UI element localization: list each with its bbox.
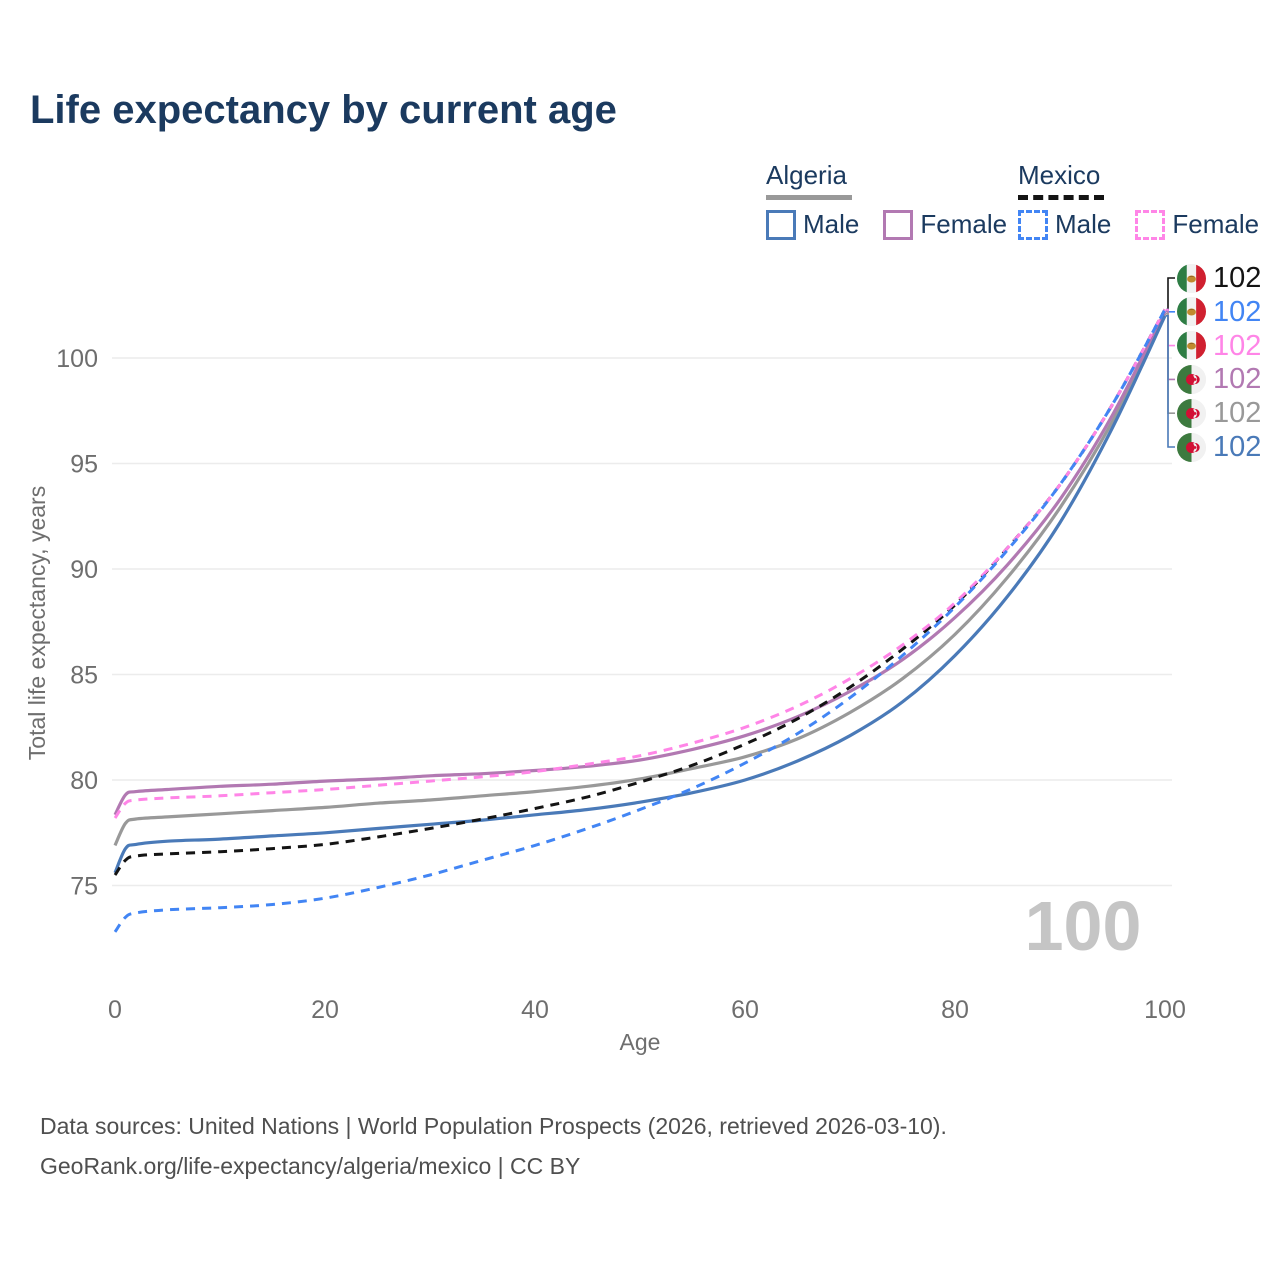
end-label-connector [1166,315,1175,448]
series-line-mexico-both [113,308,1167,876]
mexico-male-swatch-icon [1018,209,1048,240]
y-axis-title: Total life expectancy, years [24,486,50,760]
y-tick-label: 90 [70,556,98,584]
chart-title: Life expectancy by current age [30,88,617,132]
legend-label: Female [1172,209,1260,239]
y-tick-label: 85 [70,662,98,690]
algeria-male-swatch-icon [766,209,796,240]
attribution-line: GeoRank.org/life-expectancy/algeria/mexi… [40,1153,581,1179]
series-line-mexico-female [113,308,1167,819]
legend-country-mexico: Mexico [1018,160,1101,190]
legend-item-mexico-male[interactable]: Male [1018,209,1111,240]
y-tick-label: 100 [56,345,98,373]
x-tick-label: 20 [311,996,339,1024]
data-sources-line: Data sources: United Nations | World Pop… [40,1113,947,1139]
legend-item-algeria-female[interactable]: Female [883,209,1007,240]
x-tick-label: 0 [108,996,122,1024]
mexico-female-swatch-icon [1135,209,1166,240]
y-tick-label: 95 [70,451,98,479]
end-label-connector [1166,277,1175,311]
y-tick-label: 75 [70,873,98,901]
legend-label: Male [1055,209,1112,239]
legend-country-algeria: Algeria [766,160,847,190]
legend-group-mexico: Mexico Male Female [1018,160,1280,240]
series-line-algeria-both [113,313,1167,847]
x-axis-title: Age [620,1029,661,1055]
legend-item-algeria-male[interactable]: Male [766,209,859,240]
legend-label: Male [803,209,860,239]
age-watermark: 100 [1025,887,1142,965]
series-line-algeria-female [113,310,1167,816]
x-tick-label: 100 [1144,996,1186,1024]
series-line-algeria-male [113,315,1167,874]
x-tick-label: 60 [731,996,759,1024]
legend-label: Female [920,209,1008,239]
x-tick-label: 80 [941,996,969,1024]
series-line-mexico-male [113,308,1167,933]
data-sources-note: Data sources: United Nations | World Pop… [40,1106,947,1186]
legend-item-mexico-female[interactable]: Female [1135,209,1259,240]
mexico-dashed-line-sample [1018,195,1104,200]
legend-group-algeria: Algeria Male Female [766,160,1031,240]
algeria-female-swatch-icon [883,209,914,240]
y-tick-label: 80 [70,767,98,795]
x-tick-label: 40 [521,996,549,1024]
algeria-solid-line-sample [766,195,852,200]
